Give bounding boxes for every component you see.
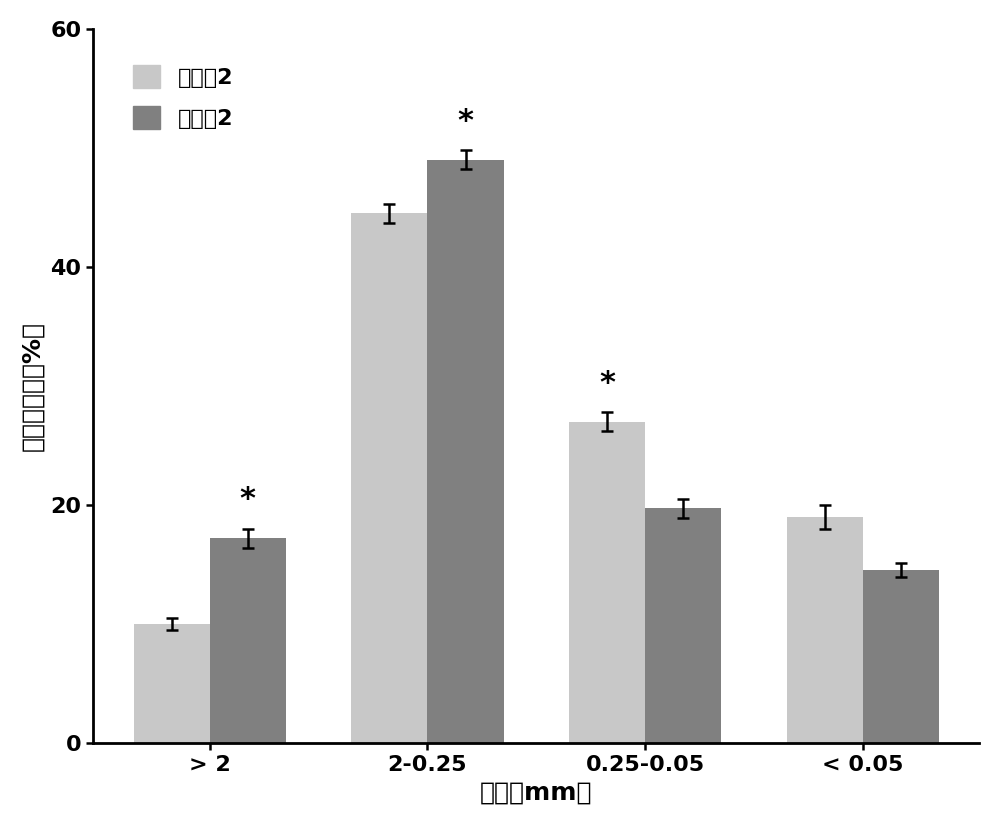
Bar (569, 422, 645, 742)
Text: *: * (240, 485, 256, 514)
Bar (210, 538, 286, 742)
Bar (134, 624, 210, 742)
Bar (351, 214, 427, 742)
Y-axis label: 团聚体分布（%）: 团聚体分布（%） (21, 321, 45, 450)
X-axis label: 粒径（mm）: 粒径（mm） (480, 780, 592, 804)
Bar (863, 570, 939, 742)
Text: *: * (599, 369, 615, 398)
Bar (427, 160, 504, 742)
Legend: 对比例2, 实施例2: 对比例2, 实施例2 (122, 54, 244, 140)
Bar (787, 516, 863, 742)
Text: *: * (458, 107, 474, 136)
Bar (645, 508, 721, 742)
